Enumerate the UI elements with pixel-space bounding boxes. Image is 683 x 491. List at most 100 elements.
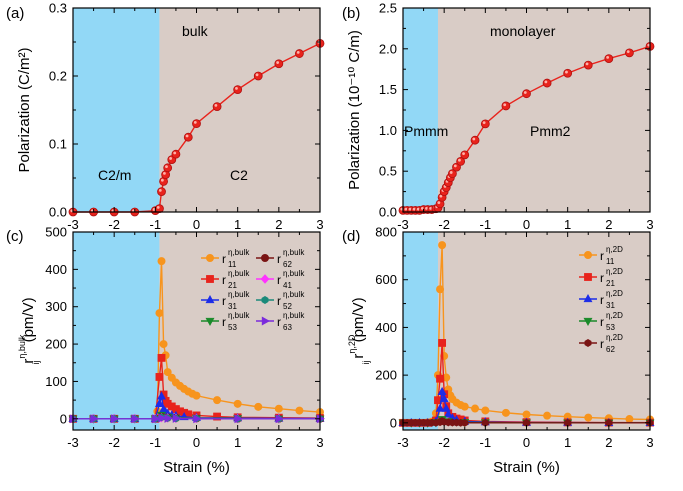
data-point-highlight: [458, 158, 461, 162]
legend-sub: 11: [228, 260, 237, 269]
data-point: [460, 150, 470, 160]
y-axis-label-sup: η,bulk: [17, 334, 27, 359]
data-point: [604, 54, 614, 63]
data-point-highlight: [437, 201, 441, 205]
data-point-highlight: [412, 207, 416, 211]
x-tick-label: 3: [316, 435, 323, 450]
y-axis-label-unit: (pm/V): [20, 297, 37, 346]
y-axis-label: Polarization (C/m²): [16, 47, 33, 172]
series-r63: [69, 413, 325, 424]
legend-symbol: r: [600, 271, 604, 285]
panel-label: (a): [6, 5, 24, 22]
data-point-highlight: [173, 151, 177, 155]
data-point: [157, 187, 166, 197]
data-point: [501, 101, 511, 111]
data-point-highlight: [482, 121, 486, 125]
data-point-highlight: [408, 207, 412, 211]
x-tick-label: -3: [397, 217, 409, 232]
x-tick-label: 2: [275, 435, 282, 450]
legend-sub: 53: [228, 323, 237, 332]
x-tick-label: -1: [150, 217, 162, 232]
y-axis-label-sup: η,2D: [347, 334, 357, 354]
data-point: [193, 414, 202, 424]
data-point: [157, 353, 166, 362]
legend-sub: 52: [283, 302, 292, 311]
data-point: [274, 59, 284, 69]
x-axis-label: Strain (%): [163, 459, 230, 476]
x-tick-label: -1: [480, 435, 492, 450]
data-point-highlight: [214, 104, 218, 107]
data-point-highlight: [158, 189, 162, 192]
data-point: [436, 285, 445, 294]
legend-entry-r41: r η,bulk 41: [256, 269, 305, 290]
data-point: [164, 413, 173, 423]
legend-symbol: r: [277, 315, 281, 329]
y-tick-label: 300: [45, 299, 67, 314]
y-tick-label: 500: [45, 225, 67, 240]
x-tick-label: 3: [646, 217, 653, 232]
legend-entry-r52: r η,bulk 52: [256, 290, 305, 311]
region-shade-beige: [159, 232, 320, 430]
data-point: [563, 68, 573, 78]
data-point: [157, 257, 166, 266]
data-point: [522, 89, 531, 99]
x-tick-label: -2: [108, 217, 120, 232]
x-tick-label: 0: [193, 435, 200, 450]
data-point: [471, 404, 480, 413]
data-point: [522, 410, 531, 419]
y-tick-label: 0: [60, 411, 67, 426]
y-tick-label: 0.2: [49, 69, 67, 84]
data-point: [295, 49, 304, 58]
y-tick-label: 100: [45, 374, 67, 389]
legend-sub: 31: [606, 301, 615, 310]
legend-symbol: r: [600, 315, 604, 329]
data-point: [461, 418, 469, 427]
data-point: [155, 309, 164, 318]
y-tick-label: 0.0: [49, 205, 67, 220]
legend-marker: [260, 274, 270, 284]
data-point-highlight: [185, 134, 189, 138]
data-point: [275, 414, 284, 424]
y-axis-label-sub: ij: [31, 361, 41, 365]
legend-sub: 63: [283, 323, 292, 332]
legend-symbol: r: [277, 294, 281, 308]
data-point: [480, 119, 490, 129]
x-tick-label: -3: [67, 435, 79, 450]
data-point: [110, 414, 120, 424]
data-point: [154, 398, 164, 408]
y-axis-label-main: r: [350, 354, 367, 359]
data-point: [163, 368, 172, 377]
legend-sup: η,2D: [606, 311, 623, 320]
x-tick-label: 0: [523, 217, 530, 232]
legend-sub: 11: [606, 257, 615, 266]
data-point-highlight: [420, 206, 424, 210]
legend-marker: [584, 273, 592, 281]
data-point: [437, 386, 447, 396]
y-tick-label: 0.5: [379, 164, 397, 179]
y-tick-label: 2.0: [379, 41, 397, 56]
y-tick-label: 0.0: [379, 205, 397, 220]
y-axis-label-main: r: [20, 359, 37, 364]
data-point: [501, 408, 510, 417]
data-point: [233, 85, 243, 94]
legend-sup: η,2D: [606, 333, 623, 342]
legend-symbol: r: [277, 273, 281, 287]
data-point: [435, 403, 445, 412]
region-shade-blue: [73, 8, 160, 212]
data-point: [439, 394, 449, 403]
x-tick-label: -2: [438, 435, 450, 450]
data-point: [436, 374, 444, 383]
legend-entry-r11: r η,2D 11: [579, 245, 623, 266]
legend-marker: [583, 317, 593, 326]
region-shade-beige: [437, 232, 650, 430]
data-point-highlight: [606, 55, 610, 59]
data-point: [155, 373, 164, 381]
data-point: [172, 413, 181, 423]
x-tick-label: -1: [150, 435, 162, 450]
data-point-highlight: [503, 103, 507, 107]
y-tick-label: 0.3: [49, 1, 67, 16]
legend-marker: [205, 295, 215, 304]
x-tick-label: 1: [234, 435, 241, 450]
